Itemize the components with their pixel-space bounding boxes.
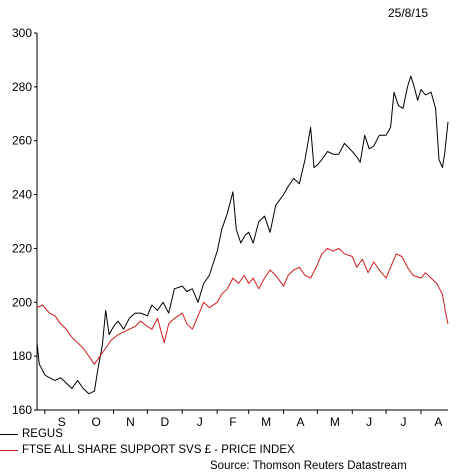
x-tick-label: S [58,415,66,429]
x-tick-label: F [229,415,236,429]
legend-swatch-ftse [0,450,18,451]
x-tick-label: M [330,415,340,429]
x-tick-label: J [401,415,407,429]
x-tick-label: O [91,415,100,429]
legend-swatch-regus [0,434,18,435]
chart-date: 25/8/15 [388,6,429,20]
x-tick-label: A [296,415,304,429]
y-tick-label: 180 [12,349,32,363]
y-tick-label: 220 [12,241,32,255]
x-tick-label: D [160,415,169,429]
y-tick-label: 160 [12,403,32,417]
source-note: Source: Thomson Reuters Datastream [210,460,407,472]
axes: 160 180 200 220 240 260 280 300 S O N D J F M A M J J A [12,26,448,429]
y-tick-label: 280 [12,80,32,94]
x-tick-label: M [261,415,271,429]
x-tick-label: J [197,415,203,429]
series-line-ftse [36,247,449,365]
y-tick-label: 300 [12,26,32,40]
y-tick-label: 240 [12,188,32,202]
legend-label-ftse: FTSE ALL SHARE SUPPORT SVS £ - PRICE IND… [22,444,295,456]
line-chart: 160 180 200 220 240 260 280 300 S O N D J F M A M J J A [12,26,449,429]
legend-label-regus: REGUS [22,428,63,440]
y-tick-label: 200 [12,295,32,309]
x-tick-label: A [434,415,442,429]
series-line-regus [36,75,449,395]
x-tick-label: J [366,415,372,429]
x-tick-label: N [126,415,135,429]
plot-area [36,75,449,395]
y-tick-label: 260 [12,134,32,148]
